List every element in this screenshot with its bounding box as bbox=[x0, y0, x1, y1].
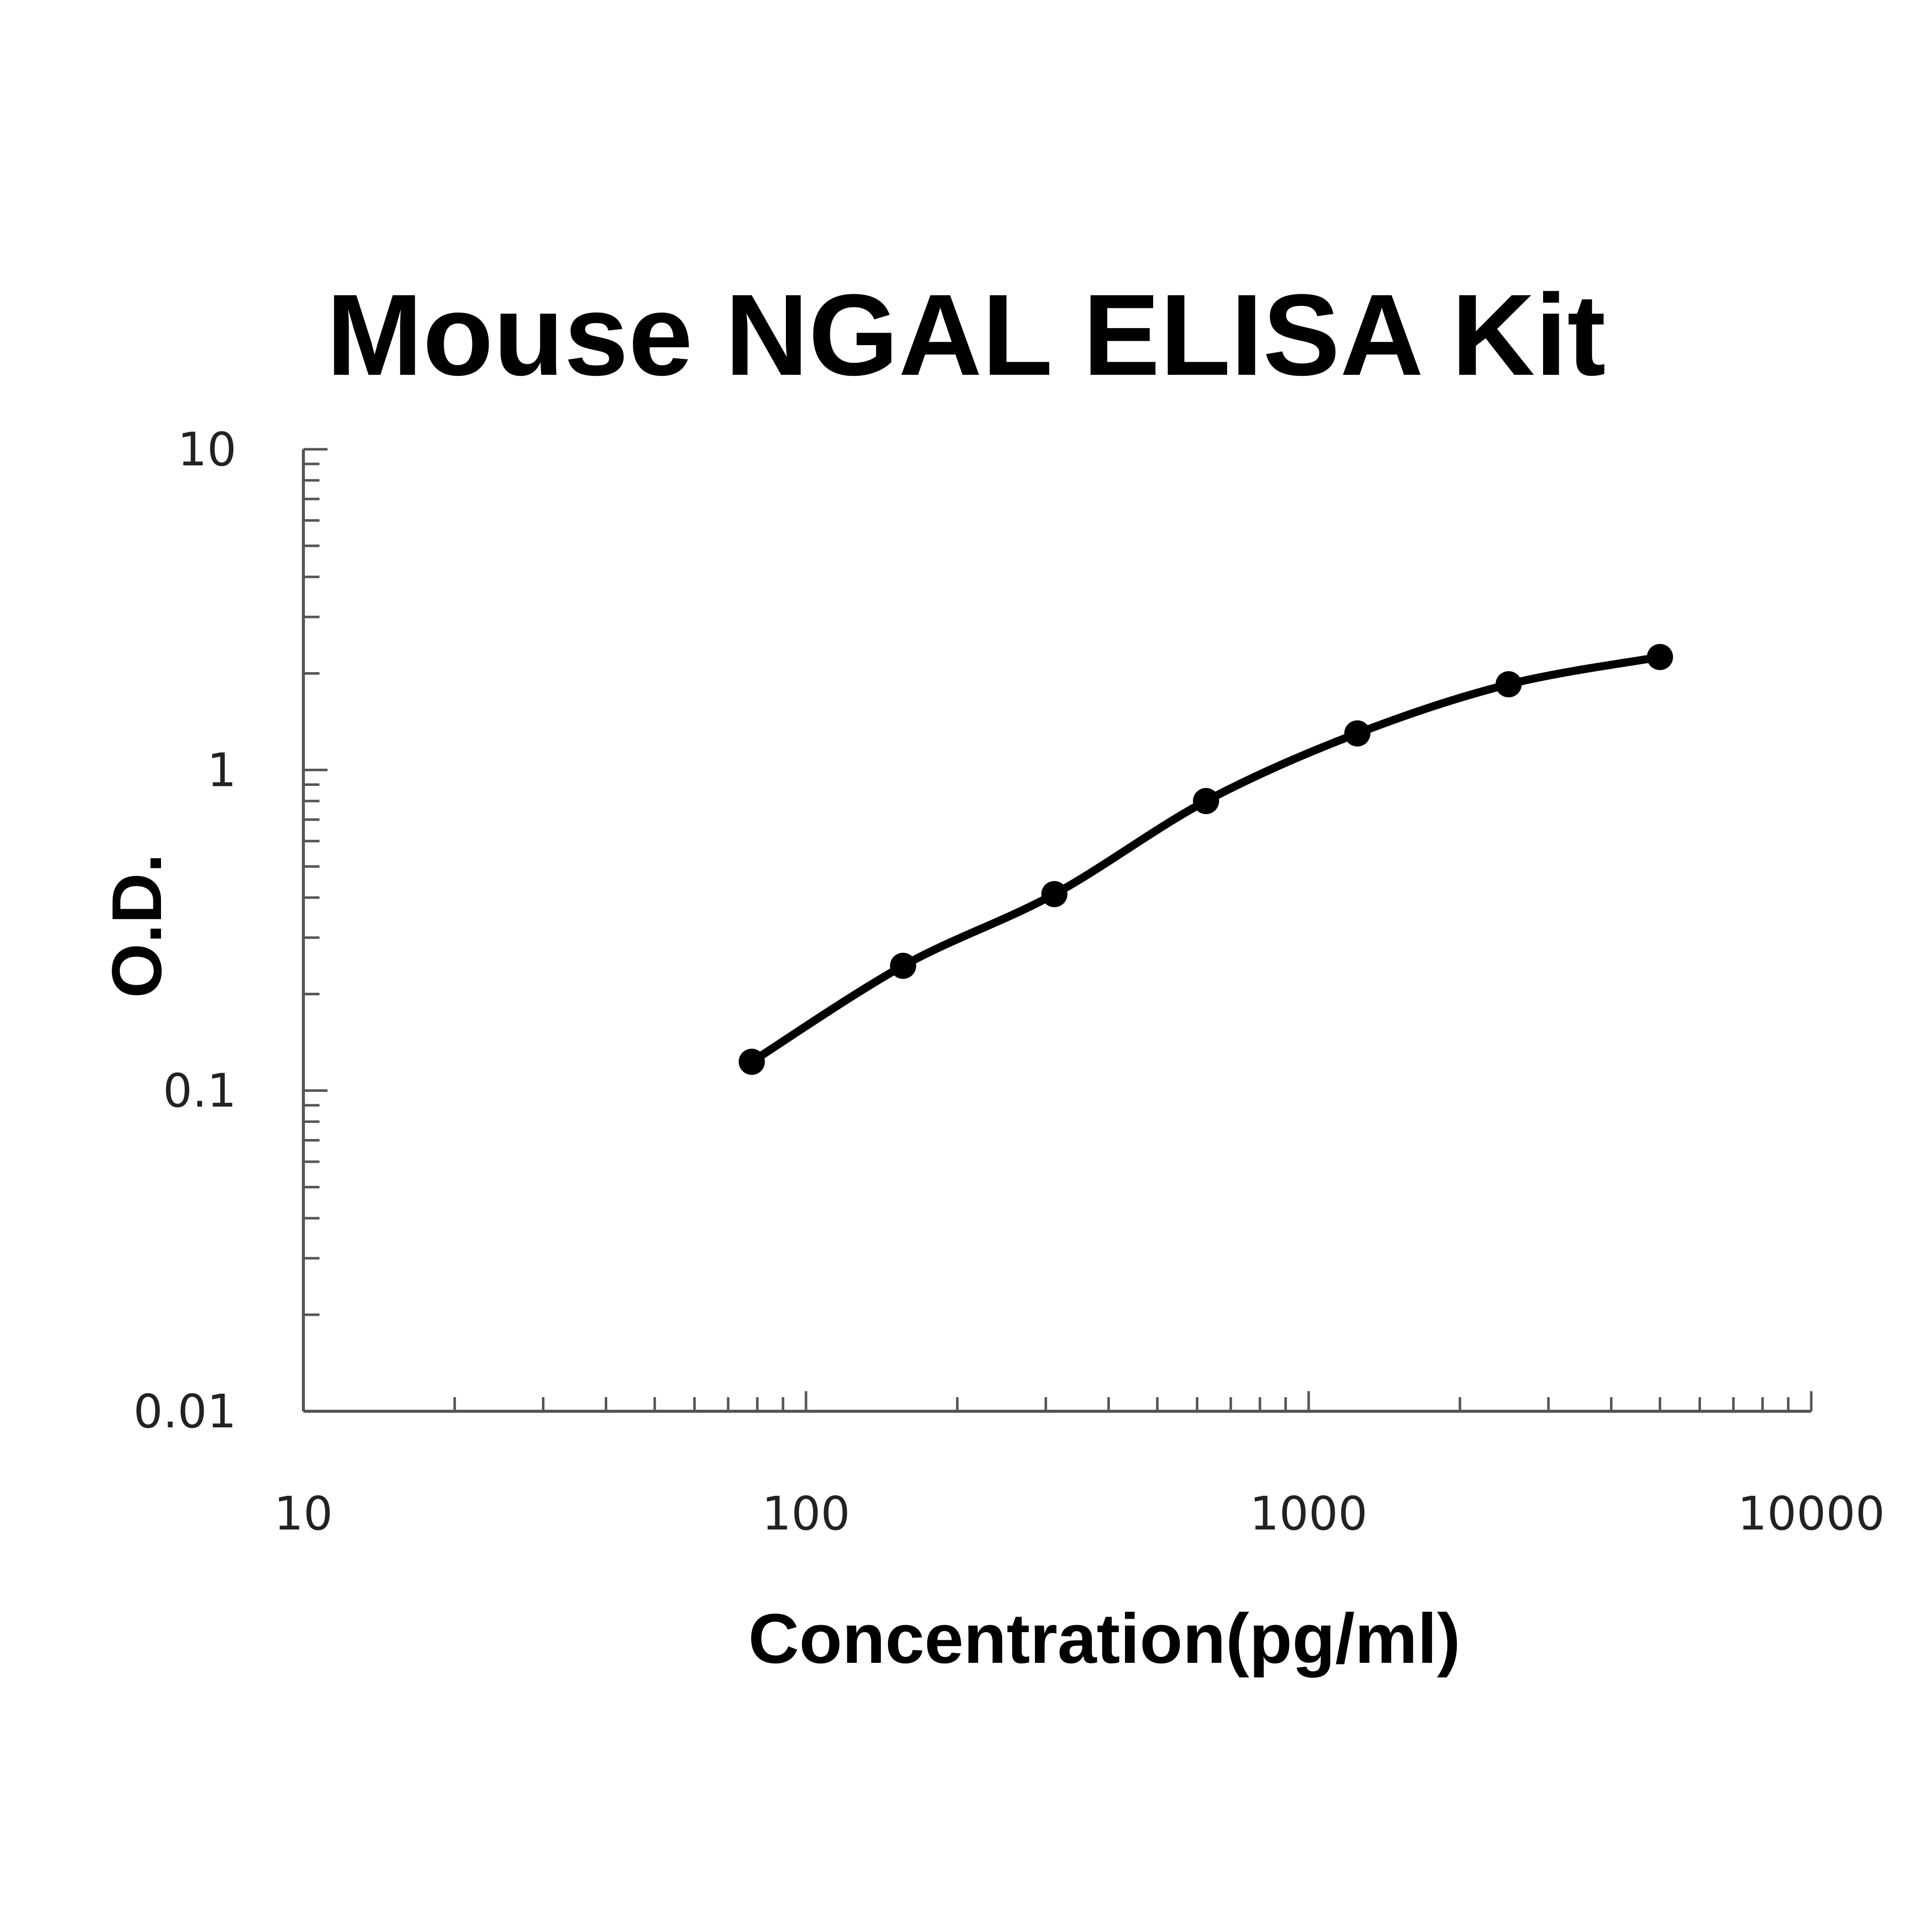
axes bbox=[302, 449, 1811, 1413]
y-axis-label: O.D. bbox=[97, 853, 176, 998]
data-point bbox=[1041, 881, 1068, 908]
x-tick-label: 100 bbox=[762, 1487, 850, 1541]
data-point bbox=[1647, 643, 1673, 670]
y-tick-label: 1 bbox=[207, 743, 236, 797]
y-tick-label: 0.1 bbox=[163, 1064, 236, 1118]
data-point bbox=[1495, 671, 1522, 698]
y-axis-tick-labels: 0.01 0.1 1 10 bbox=[133, 423, 236, 1438]
x-tick-label: 10000 bbox=[1738, 1487, 1885, 1541]
x-axis-tick-labels: 10 100 1000 10000 bbox=[274, 1487, 1885, 1541]
data-point bbox=[739, 1049, 765, 1075]
series-line bbox=[748, 653, 1664, 1066]
x-axis-label: Concentration(pg/ml) bbox=[748, 1599, 1460, 1678]
y-tick-label: 10 bbox=[178, 423, 236, 476]
y-axis-ticks bbox=[303, 448, 328, 1413]
x-tick-label: 10 bbox=[274, 1487, 333, 1541]
x-tick-label: 1000 bbox=[1250, 1487, 1367, 1541]
series-group bbox=[739, 643, 1673, 1075]
y-tick-label: 0.01 bbox=[133, 1385, 236, 1438]
x-axis-ticks bbox=[302, 1391, 1813, 1411]
data-point bbox=[1193, 788, 1220, 815]
data-point bbox=[1344, 720, 1371, 747]
chart-title: Mouse NGAL ELISA Kit bbox=[327, 270, 1606, 399]
data-point bbox=[890, 952, 916, 979]
